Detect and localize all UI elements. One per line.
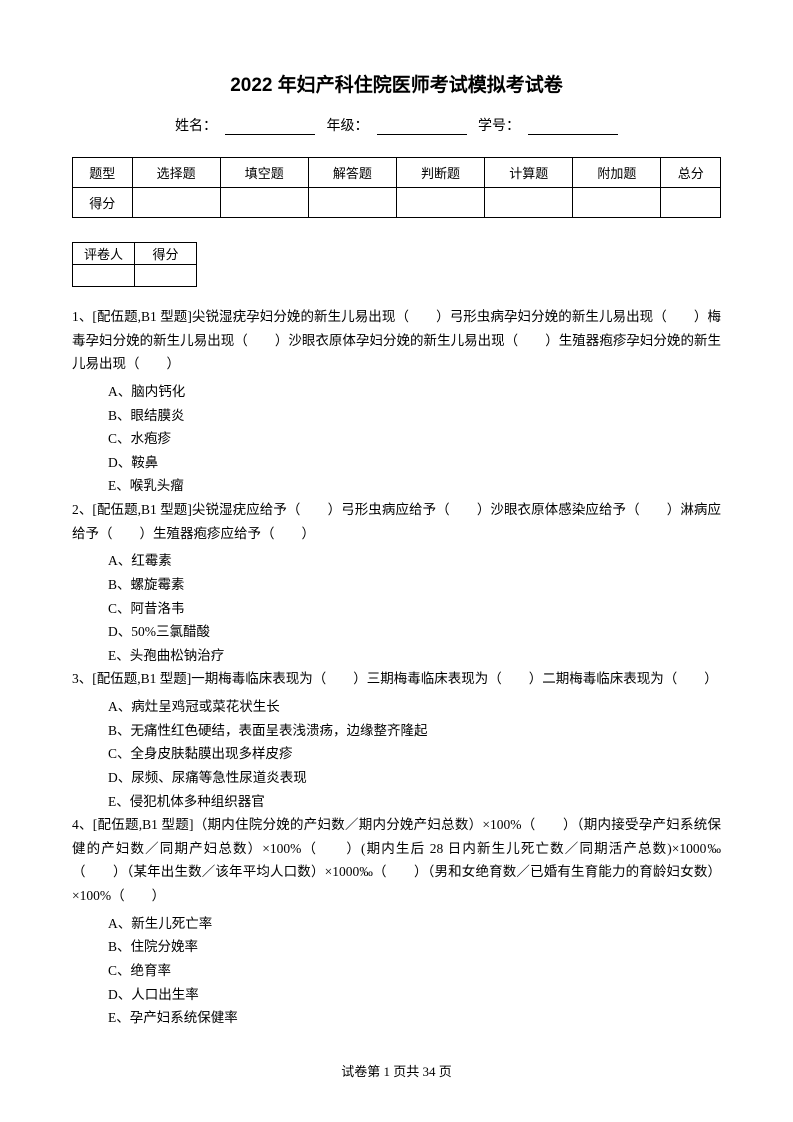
option: B、无痛性红色硬结，表面呈表浅溃疡，边缘整齐隆起 [108,719,721,743]
option: D、50%三氯醋酸 [108,620,721,644]
score-cell[interactable] [573,188,661,218]
student-info-line: 姓名： 年级： 学号： [72,115,721,135]
option: A、新生儿死亡率 [108,912,721,936]
question-4: 4、[配伍题,B1 型题]（期内住院分娩的产妇数／期内分娩产妇总数）×100%（… [72,813,721,908]
name-blank[interactable] [225,119,315,135]
name-label: 姓名： [175,119,217,134]
score-cell[interactable] [308,188,396,218]
question-4-options: A、新生儿死亡率 B、住院分娩率 C、绝育率 D、人口出生率 E、孕产妇系统保健… [72,912,721,1030]
score-row-label: 得分 [73,188,133,218]
score-header-extra: 附加题 [573,158,661,188]
score-cell[interactable] [396,188,484,218]
question-2: 2、[配伍题,B1 型题]尖锐湿疣应给予（ ）弓形虫病应给予（ ）沙眼衣原体感染… [72,498,721,545]
score-table: 题型 选择题 填空题 解答题 判断题 计算题 附加题 总分 得分 [72,157,721,218]
score-header-total: 总分 [661,158,721,188]
reviewer-score-cell[interactable] [135,265,197,287]
option: C、水疱疹 [108,427,721,451]
exam-title: 2022 年妇产科住院医师考试模拟考试卷 [72,70,721,97]
score-header-answer: 解答题 [308,158,396,188]
question-3: 3、[配伍题,B1 型题]一期梅毒临床表现为（ ）三期梅毒临床表现为（ ）二期梅… [72,667,721,691]
question-1: 1、[配伍题,B1 型题]尖锐湿疣孕妇分娩的新生儿易出现（ ）弓形虫病孕妇分娩的… [72,305,721,376]
option: D、鞍鼻 [108,451,721,475]
score-header-judge: 判断题 [396,158,484,188]
score-cell[interactable] [220,188,308,218]
id-label: 学号： [478,119,520,134]
grade-blank[interactable] [377,119,467,135]
option: E、孕产妇系统保健率 [108,1006,721,1030]
option: E、头孢曲松钠治疗 [108,644,721,668]
question-1-options: A、脑内钙化 B、眼结膜炎 C、水疱疹 D、鞍鼻 E、喉乳头瘤 [72,380,721,498]
option: D、人口出生率 [108,983,721,1007]
question-2-options: A、红霉素 B、螺旋霉素 C、阿昔洛韦 D、50%三氯醋酸 E、头孢曲松钠治疗 [72,549,721,667]
reviewer-score-label: 得分 [135,243,197,265]
id-blank[interactable] [528,119,618,135]
score-table-value-row: 得分 [73,188,721,218]
option: B、住院分娩率 [108,935,721,959]
option: C、绝育率 [108,959,721,983]
reviewer-label: 评卷人 [73,243,135,265]
option: B、螺旋霉素 [108,573,721,597]
option: A、红霉素 [108,549,721,573]
option: A、病灶呈鸡冠或菜花状生长 [108,695,721,719]
score-table-header-row: 题型 选择题 填空题 解答题 判断题 计算题 附加题 总分 [73,158,721,188]
score-cell[interactable] [485,188,573,218]
option: D、尿频、尿痛等急性尿道炎表现 [108,766,721,790]
option: C、阿昔洛韦 [108,597,721,621]
option: A、脑内钙化 [108,380,721,404]
score-header-calc: 计算题 [485,158,573,188]
question-3-options: A、病灶呈鸡冠或菜花状生长 B、无痛性红色硬结，表面呈表浅溃疡，边缘整齐隆起 C… [72,695,721,813]
score-header-type: 题型 [73,158,133,188]
reviewer-cell[interactable] [73,265,135,287]
option: E、侵犯机体多种组织器官 [108,790,721,814]
page-footer: 试卷第 1 页共 34 页 [0,1061,793,1080]
score-cell[interactable] [132,188,220,218]
reviewer-table: 评卷人 得分 [72,242,197,287]
score-header-choice: 选择题 [132,158,220,188]
grade-label: 年级： [327,119,369,134]
option: C、全身皮肤黏膜出现多样皮疹 [108,742,721,766]
option: E、喉乳头瘤 [108,474,721,498]
option: B、眼结膜炎 [108,404,721,428]
score-header-fill: 填空题 [220,158,308,188]
score-cell[interactable] [661,188,721,218]
